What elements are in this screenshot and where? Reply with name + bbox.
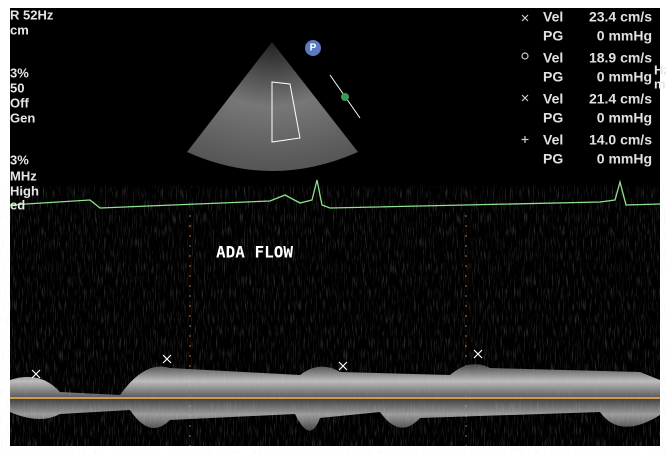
pg-label: PG <box>543 151 563 167</box>
probe-marker: P <box>310 43 317 54</box>
vel-label: Vel <box>543 50 563 66</box>
left-label: MHz <box>10 168 37 183</box>
vel-label: Vel <box>543 91 563 107</box>
vel-value: 14.0 cm/s <box>589 132 652 148</box>
left-label: ed <box>10 197 25 212</box>
pg-label: PG <box>543 69 563 85</box>
pg-label: PG <box>543 110 563 126</box>
left-label: Gen <box>10 110 35 125</box>
pg-value: 0 mmHg <box>597 151 652 167</box>
right-edge-label: Hz <box>654 62 666 77</box>
annotation: ADA FLOW <box>216 243 293 262</box>
right-edge-label: m <box>654 76 666 91</box>
left-label: cm <box>10 22 29 37</box>
left-label: 3% <box>10 152 29 167</box>
left-label: R 52Hz <box>10 7 54 22</box>
pg-value: 0 mmHg <box>597 110 652 126</box>
ultrasound-screen: P ADA FLOW R 52Hzcm3%50OffGen3%MHzHighed… <box>0 0 666 454</box>
pg-value: 0 mmHg <box>597 69 652 85</box>
vel-label: Vel <box>543 9 563 25</box>
page: P ADA FLOW R 52Hzcm3%50OffGen3%MHzHighed… <box>0 0 666 454</box>
pg-value: 0 mmHg <box>597 28 652 44</box>
left-label: 50 <box>10 80 24 95</box>
left-label: High <box>10 183 39 198</box>
vel-value: 21.4 cm/s <box>589 91 652 107</box>
pg-label: PG <box>543 28 563 44</box>
left-label: Off <box>10 95 29 110</box>
vel-value: 18.9 cm/s <box>589 50 652 66</box>
gate-dot <box>341 93 349 101</box>
vel-label: Vel <box>543 132 563 148</box>
left-label: 3% <box>10 65 29 80</box>
vel-value: 23.4 cm/s <box>589 9 652 25</box>
